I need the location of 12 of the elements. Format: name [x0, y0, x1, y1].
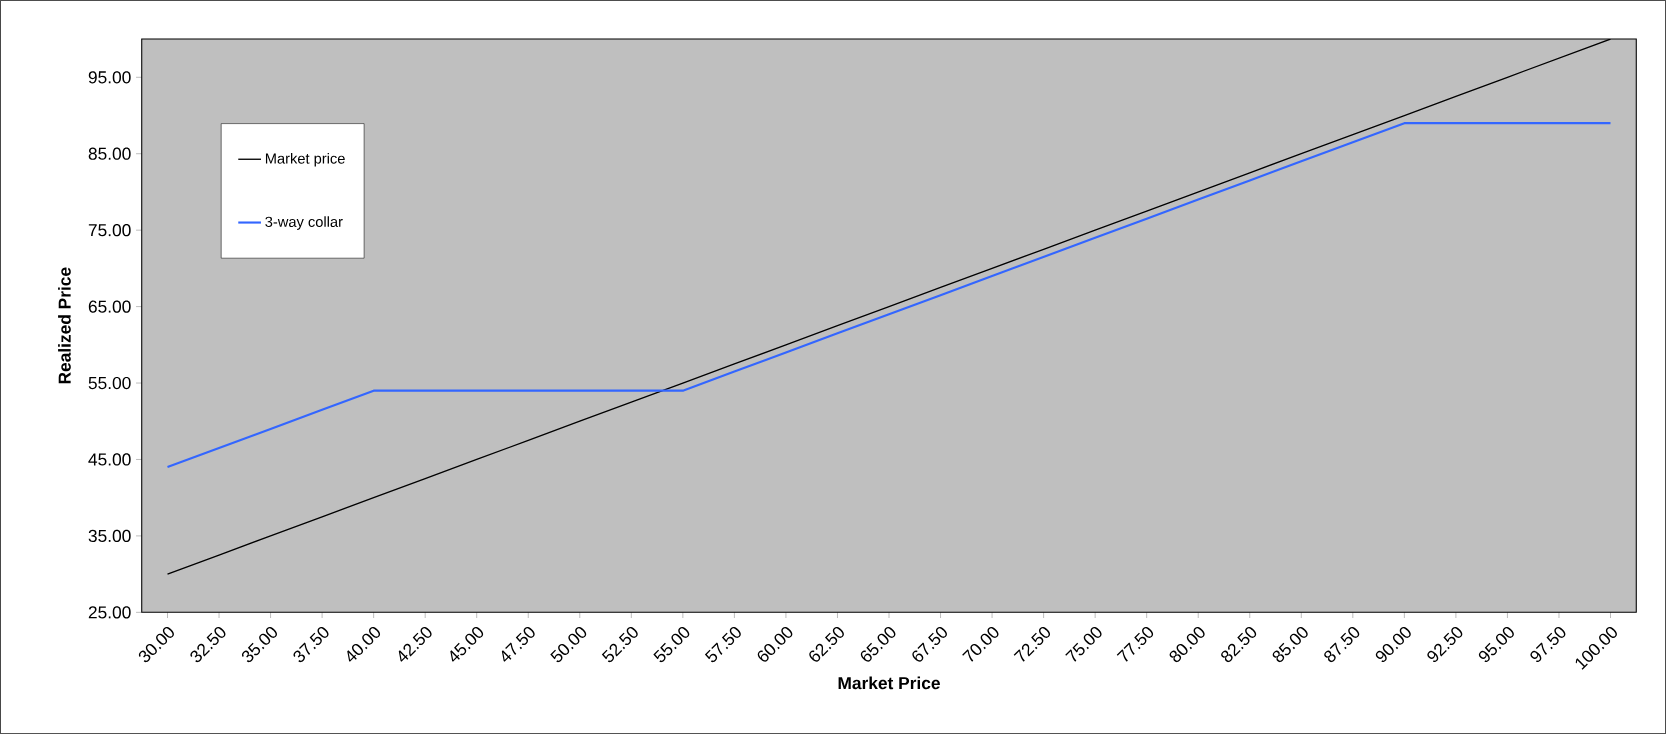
legend-label: Market price [265, 152, 345, 167]
y-tick-label: 85.00 [88, 147, 131, 160]
y-tick-label: 95.00 [88, 71, 131, 84]
legend-label: 3-way collar [265, 216, 343, 230]
y-tick-label: 55.00 [88, 376, 131, 390]
y-tick-label: 35.00 [88, 529, 131, 543]
x-axis-title: Market Price [838, 676, 940, 690]
y-tick-label: 45.00 [88, 453, 131, 466]
y-axis-title: Realized Price [58, 267, 71, 384]
y-tick-label: 65.00 [88, 300, 131, 313]
y-tick-label: 75.00 [88, 223, 131, 237]
y-tick-label: 25.00 [88, 606, 131, 619]
